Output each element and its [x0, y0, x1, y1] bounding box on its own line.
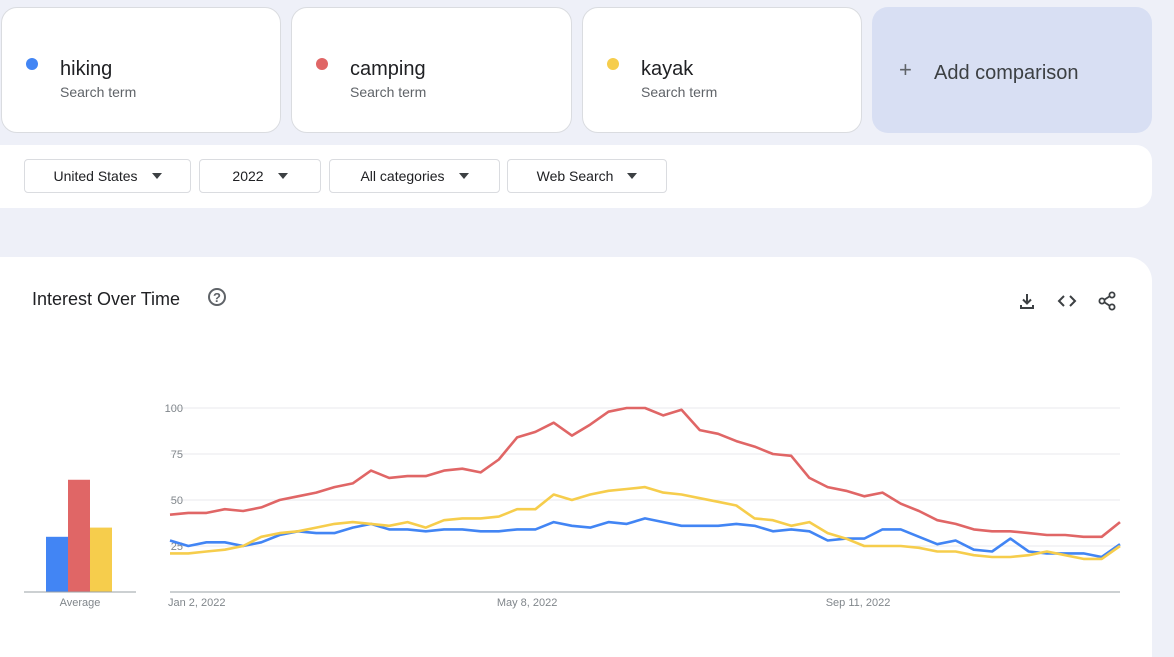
filter-bar: United States 2022 All categories Web Se…: [0, 145, 1152, 208]
average-label: Average: [60, 597, 101, 609]
caret-down-icon: [277, 173, 288, 179]
series-line-kayak[interactable]: [170, 485, 1121, 561]
search-type-dropdown[interactable]: Web Search: [507, 159, 667, 193]
series-line-hiking[interactable]: [169, 517, 1121, 559]
term-name[interactable]: kayak: [641, 58, 694, 80]
term-color-dot: [607, 58, 619, 70]
average-bar-camping[interactable]: [68, 479, 90, 592]
share-icon[interactable]: [1097, 291, 1117, 311]
interest-over-time-card: Interest Over Time ?: [0, 257, 1152, 657]
caret-down-icon: [458, 173, 469, 179]
y-tick-label: 100: [165, 403, 183, 415]
term-color-dot: [316, 58, 328, 70]
region-value: United States: [53, 168, 138, 184]
search-type-value: Web Search: [536, 168, 614, 184]
chart-title: Interest Over Time: [32, 289, 181, 309]
help-circle-icon[interactable]: ?: [208, 288, 226, 306]
download-icon[interactable]: [1017, 291, 1037, 311]
term-subtitle: Search term: [60, 84, 137, 100]
category-value: All categories: [360, 168, 445, 184]
average-bar-hiking[interactable]: [46, 536, 68, 592]
term-name[interactable]: camping: [350, 58, 426, 80]
term-card-hiking[interactable]: hiking Search term: [1, 7, 281, 133]
term-name[interactable]: hiking: [60, 58, 113, 80]
caret-down-icon: [151, 173, 162, 179]
term-color-dot: [26, 58, 38, 70]
series-line-camping[interactable]: [169, 406, 1121, 539]
x-tick-label: Sep 11, 2022: [826, 597, 891, 609]
average-bar-kayak[interactable]: [90, 527, 112, 592]
average-chart: Average: [24, 479, 136, 609]
x-tick-label: Jan 2, 2022: [168, 597, 226, 609]
term-card-camping[interactable]: camping Search term: [291, 7, 572, 133]
embed-code-icon[interactable]: [1057, 291, 1077, 311]
y-tick-label: 50: [171, 495, 183, 507]
add-comparison-button[interactable]: + Add comparison: [872, 7, 1152, 133]
term-subtitle: Search term: [350, 84, 427, 100]
time-dropdown[interactable]: 2022: [199, 159, 321, 193]
y-tick-label: 75: [171, 449, 183, 461]
add-comparison-label: Add comparison: [934, 62, 1079, 84]
x-tick-label: May 8, 2022: [497, 597, 558, 609]
plus-icon: +: [899, 57, 912, 82]
category-dropdown[interactable]: All categories: [329, 159, 500, 193]
caret-down-icon: [627, 173, 638, 179]
term-subtitle: Search term: [641, 84, 718, 100]
time-value: 2022: [232, 168, 264, 184]
term-card-kayak[interactable]: kayak Search term: [582, 7, 862, 133]
region-dropdown[interactable]: United States: [24, 159, 191, 193]
